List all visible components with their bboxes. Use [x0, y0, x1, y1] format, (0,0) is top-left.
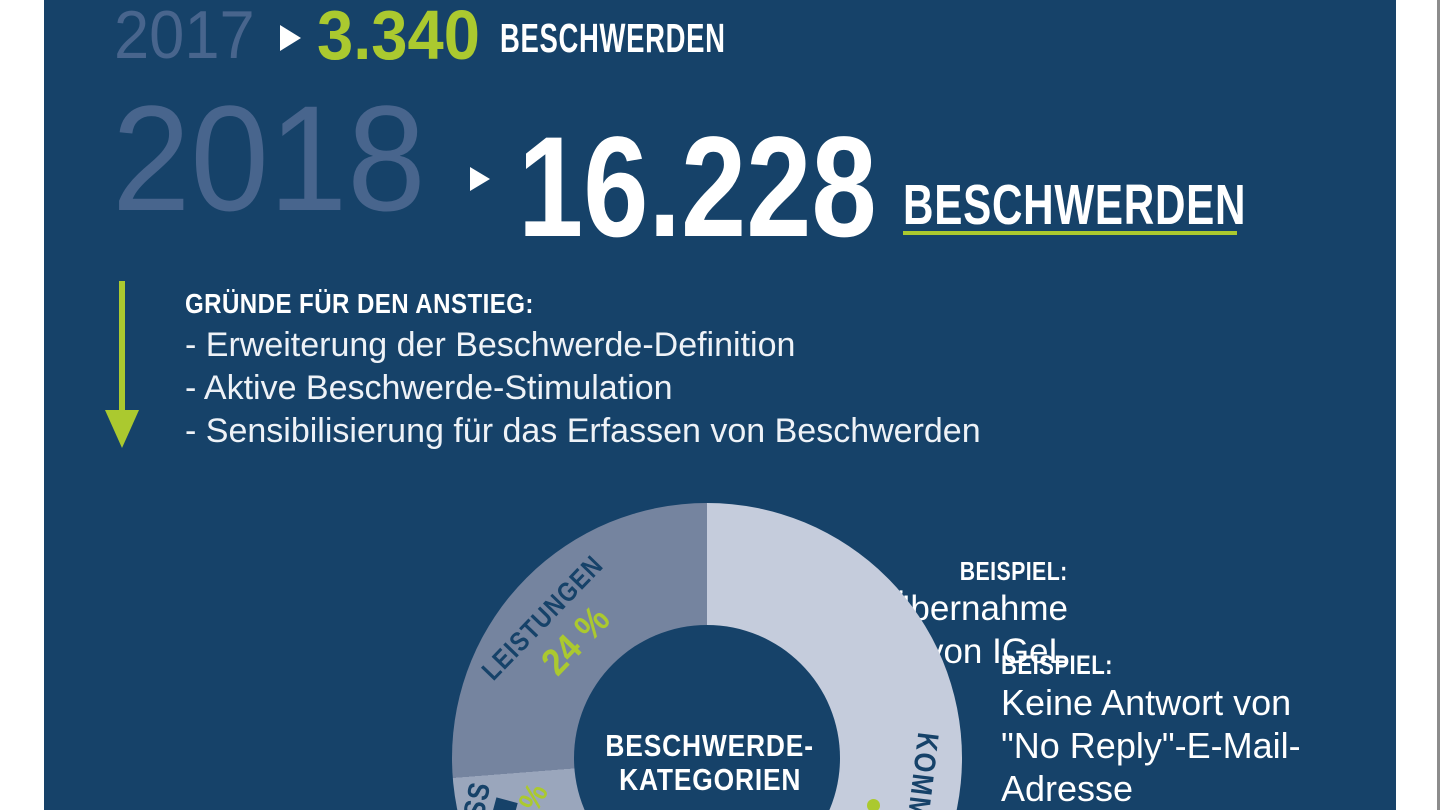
- arrow-down-head: [105, 410, 139, 448]
- green-underline: [903, 231, 1237, 235]
- donut-center-title: BESCHWERDE- KATEGORIEN: [577, 729, 843, 797]
- example-line: "No Reply"-E-Mail-: [1001, 725, 1301, 766]
- example-heading: BEISPIEL:: [1001, 650, 1113, 680]
- example-heading: BEISPIEL:: [960, 556, 1068, 586]
- donut-center-title-line: KATEGORIEN: [618, 762, 802, 797]
- example-line: Adresse: [1001, 768, 1134, 809]
- reason-item: - Erweiterung der Beschwerde-Definition: [185, 326, 796, 364]
- reasons-list: - Erweiterung der Beschwerde-Definition …: [185, 324, 981, 453]
- cropped-percent-fragment: [867, 799, 880, 810]
- example-block-right: BEISPIEL: Keine Antwort von "No Reply"-E…: [1001, 649, 1301, 810]
- donut-center-title-line: BESCHWERDE-: [605, 728, 815, 763]
- example-line: von IGeL: [925, 632, 1068, 671]
- infographic-canvas: 2017 3.340 BESCHWERDEN 2018 16.228 BESCH…: [44, 0, 1396, 810]
- year-2018-label: 2018: [112, 74, 426, 242]
- complaints-2018-unit: BESCHWERDEN: [903, 173, 1247, 237]
- year-2017-label: 2017: [114, 0, 255, 73]
- complaints-2017-unit: BESCHWERDEN: [500, 15, 726, 61]
- complaints-2018-value: 16.228: [518, 108, 877, 267]
- right-edge-line: [1437, 0, 1440, 810]
- reason-item: - Sensibilisierung für das Erfassen von …: [185, 412, 981, 450]
- arrow-right-icon: [280, 25, 301, 51]
- arrow-down-shaft: [119, 281, 125, 412]
- segment-label-truncated: SS: [457, 778, 498, 810]
- arrow-right-icon: [470, 167, 490, 191]
- reason-item: - Aktive Beschwerde-Stimulation: [185, 369, 673, 407]
- reasons-heading: GRÜNDE FÜR DEN ANSTIEG:: [185, 288, 534, 319]
- example-line: Keine Antwort von: [1001, 682, 1292, 723]
- complaints-2017-value: 3.340: [317, 0, 480, 74]
